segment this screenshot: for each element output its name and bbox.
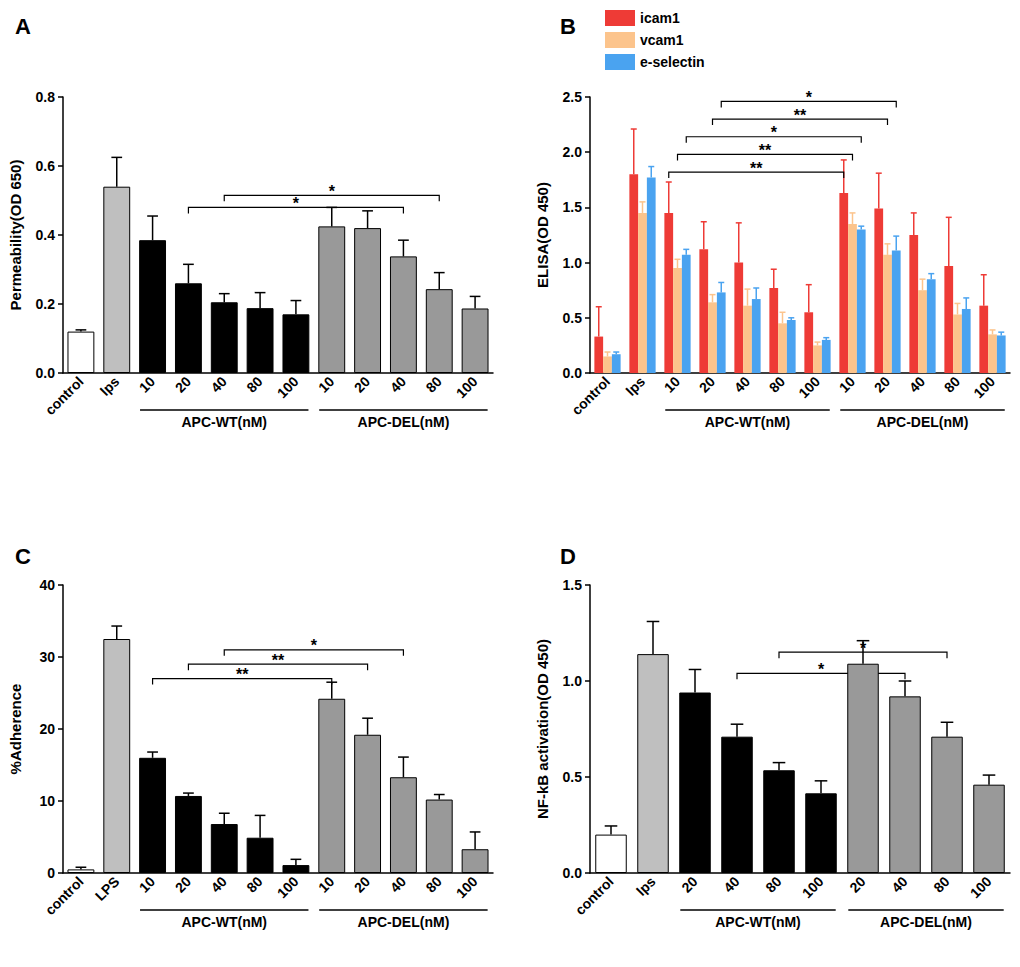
svg-text:**: ** (272, 652, 285, 669)
svg-text:20: 20 (871, 373, 893, 395)
svg-text:40: 40 (387, 873, 409, 895)
svg-text:100: 100 (967, 873, 995, 901)
svg-text:e-selectin: e-selectin (640, 54, 705, 70)
svg-text:D: D (560, 544, 576, 569)
svg-text:40: 40 (208, 373, 230, 395)
svg-text:0.4: 0.4 (36, 227, 56, 243)
svg-text:20: 20 (678, 873, 700, 895)
svg-text:LPS: LPS (92, 873, 123, 904)
svg-text:APC-DEL(nM): APC-DEL(nM) (877, 414, 969, 430)
svg-text:40: 40 (208, 873, 230, 895)
svg-text:0.2: 0.2 (36, 296, 56, 312)
svg-text:20: 20 (351, 373, 373, 395)
svg-text:0.6: 0.6 (36, 158, 56, 174)
svg-text:100: 100 (274, 373, 302, 401)
svg-text:40: 40 (906, 373, 928, 395)
svg-text:2.0: 2.0 (563, 144, 583, 160)
svg-text:**: ** (759, 142, 772, 159)
svg-text:lps: lps (97, 373, 123, 399)
svg-text:40: 40 (731, 373, 753, 395)
svg-text:control: control (42, 373, 87, 418)
svg-text:APC-WT(nM): APC-WT(nM) (181, 914, 267, 930)
svg-text:APC-DEL(nM): APC-DEL(nM) (358, 414, 450, 430)
svg-text:**: ** (794, 107, 807, 124)
svg-text:*: * (771, 124, 778, 141)
svg-text:20: 20 (696, 373, 718, 395)
svg-text:30: 30 (39, 649, 55, 665)
svg-text:0.0: 0.0 (563, 365, 583, 381)
svg-text:20: 20 (846, 873, 868, 895)
svg-text:*: * (311, 637, 318, 654)
svg-text:80: 80 (766, 373, 788, 395)
svg-text:80: 80 (930, 873, 952, 895)
svg-text:20: 20 (172, 873, 194, 895)
svg-text:10: 10 (39, 793, 55, 809)
svg-text:80: 80 (941, 373, 963, 395)
svg-text:20: 20 (351, 873, 373, 895)
svg-text:0: 0 (47, 865, 55, 881)
svg-text:20: 20 (172, 373, 194, 395)
svg-text:40: 40 (39, 577, 55, 593)
svg-text:B: B (560, 14, 576, 39)
svg-text:0.5: 0.5 (563, 769, 583, 785)
svg-text:20: 20 (39, 721, 55, 737)
svg-text:80: 80 (423, 873, 445, 895)
svg-text:10: 10 (661, 373, 683, 395)
svg-text:icam1: icam1 (640, 10, 680, 26)
svg-text:80: 80 (762, 873, 784, 895)
svg-text:%Adherence: %Adherence (7, 684, 24, 775)
svg-text:APC-WT(nM): APC-WT(nM) (181, 414, 267, 430)
svg-text:NF-kB activation(OD 450): NF-kB activation(OD 450) (534, 639, 551, 819)
svg-text:80: 80 (423, 373, 445, 395)
svg-text:*: * (860, 640, 867, 657)
svg-text:80: 80 (243, 373, 265, 395)
svg-text:*: * (329, 183, 336, 200)
svg-text:0.8: 0.8 (36, 89, 56, 105)
svg-text:40: 40 (387, 373, 409, 395)
svg-text:Permeability(OD 650): Permeability(OD 650) (7, 160, 24, 311)
svg-text:100: 100 (453, 873, 481, 901)
svg-text:control: control (42, 873, 87, 918)
svg-text:10: 10 (136, 373, 158, 395)
svg-text:1.0: 1.0 (563, 673, 583, 689)
svg-text:C: C (15, 544, 31, 569)
svg-text:1.0: 1.0 (563, 255, 583, 271)
svg-text:control: control (572, 873, 617, 918)
svg-text:2.5: 2.5 (563, 89, 583, 105)
svg-text:10: 10 (315, 873, 337, 895)
svg-text:APC-WT(nM): APC-WT(nM) (705, 414, 791, 430)
svg-text:ELISA(OD 450): ELISA(OD 450) (534, 182, 551, 288)
svg-text:10: 10 (836, 373, 858, 395)
svg-text:*: * (818, 661, 825, 678)
svg-text:vcam1: vcam1 (640, 32, 684, 48)
svg-text:0.0: 0.0 (36, 365, 56, 381)
svg-text:lps: lps (623, 373, 649, 399)
svg-text:APC-DEL(nM): APC-DEL(nM) (358, 914, 450, 930)
svg-text:0.5: 0.5 (563, 310, 583, 326)
svg-text:1.5: 1.5 (563, 577, 583, 593)
svg-text:APC-WT(nM): APC-WT(nM) (715, 914, 801, 930)
svg-text:*: * (293, 195, 300, 212)
svg-text:0.0: 0.0 (563, 865, 583, 881)
svg-text:100: 100 (795, 373, 823, 401)
svg-text:**: ** (750, 160, 763, 177)
svg-text:control: control (568, 373, 613, 418)
svg-text:40: 40 (888, 873, 910, 895)
svg-text:80: 80 (243, 873, 265, 895)
svg-text:100: 100 (799, 873, 827, 901)
svg-text:100: 100 (970, 373, 998, 401)
svg-text:10: 10 (315, 373, 337, 395)
svg-text:100: 100 (274, 873, 302, 901)
svg-text:A: A (15, 14, 31, 39)
svg-text:1.5: 1.5 (563, 199, 583, 215)
svg-text:10: 10 (136, 873, 158, 895)
svg-text:40: 40 (720, 873, 742, 895)
svg-text:100: 100 (453, 373, 481, 401)
svg-text:*: * (806, 89, 813, 106)
svg-text:APC-DEL(nM): APC-DEL(nM) (880, 914, 972, 930)
svg-text:lps: lps (633, 873, 659, 899)
svg-text:**: ** (236, 666, 249, 683)
